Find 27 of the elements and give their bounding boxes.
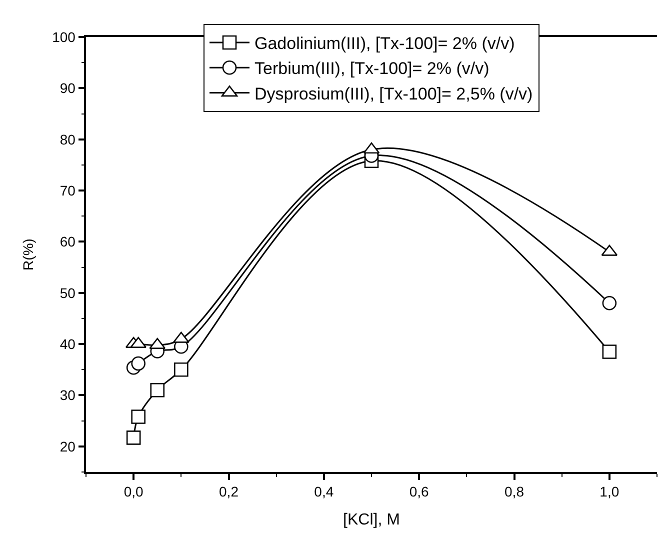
y-tick-label: 90: [60, 80, 76, 96]
y-tick-label: 70: [60, 182, 76, 198]
y-tick-label: 80: [60, 131, 76, 148]
y-tick-label: 20: [60, 438, 76, 454]
x-tick-label: 0,4: [314, 484, 334, 500]
y-axis-title: R(%): [20, 238, 36, 270]
point: [131, 356, 146, 371]
legend-label: Gadolinium(III), [Tx-100]= 2% (v/v): [254, 34, 515, 54]
x-tick-label: 0,6: [409, 484, 430, 500]
y-tick-label: 50: [60, 284, 76, 301]
y-tick-label: 60: [60, 234, 76, 250]
y-tick-label: 40: [60, 336, 76, 352]
point: [150, 382, 165, 398]
point: [174, 362, 188, 377]
x-tick-label: 1,0: [600, 484, 620, 500]
point: [602, 296, 617, 310]
y-tick-label: 100: [52, 28, 76, 45]
y-tick-label: 30: [60, 387, 76, 404]
legend-label: Terbium(III), [Tx-100]= 2% (v/v): [254, 59, 490, 78]
point: [126, 430, 141, 445]
legend-label: Dysprosium(III), [Tx-100]= 2,5% (v/v): [254, 84, 533, 104]
x-tick-label: 0,8: [504, 484, 524, 500]
x-tick-label: 0,0: [124, 484, 144, 500]
x-tick-label: 0,2: [219, 484, 239, 500]
point: [602, 344, 617, 359]
x-axis-title: [KCl], M: [343, 512, 400, 529]
point: [131, 410, 146, 424]
